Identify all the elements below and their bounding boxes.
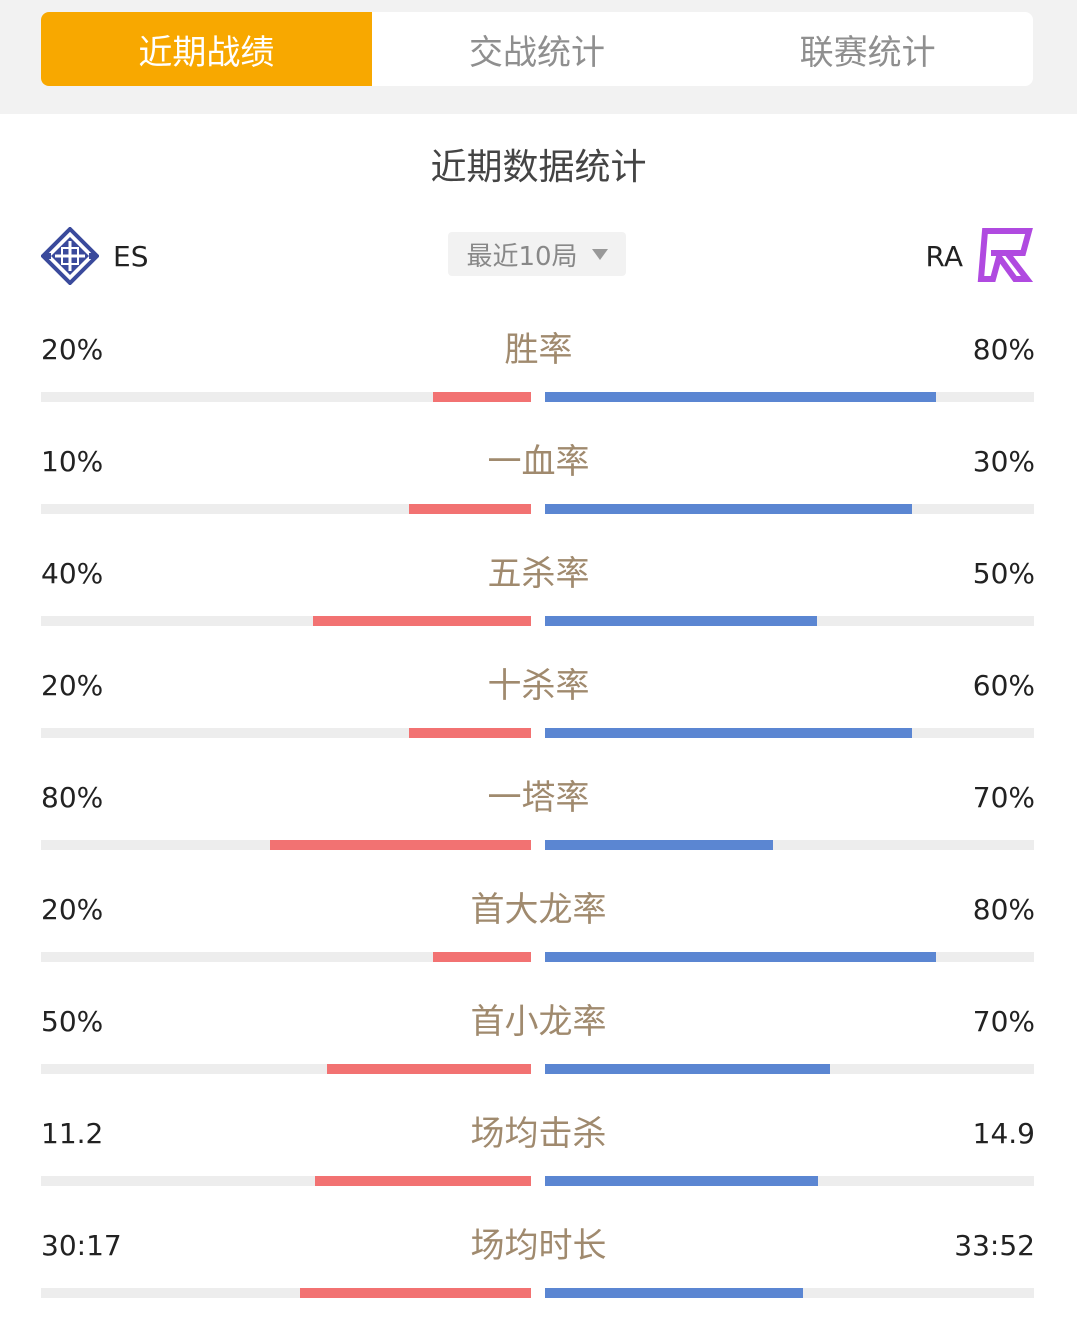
chevron-down-icon bbox=[591, 248, 608, 260]
stat-left-bar bbox=[299, 1288, 531, 1298]
stat-left-track bbox=[41, 1064, 531, 1074]
stat-label: 场均击杀 bbox=[470, 1114, 607, 1154]
stat-left-value: 11.2 bbox=[41, 1117, 104, 1150]
stat-label: 首大龙率 bbox=[470, 890, 607, 930]
stat-right-value: 70% bbox=[972, 781, 1035, 814]
stat-left-track bbox=[41, 1288, 531, 1298]
stat-left-value: 20% bbox=[41, 669, 104, 702]
stat-right-bar bbox=[545, 840, 774, 850]
stat-right-value: 50% bbox=[972, 557, 1035, 590]
stat-left-bar bbox=[433, 392, 531, 402]
stat-right-value: 80% bbox=[972, 893, 1035, 926]
stat-left-bar bbox=[269, 840, 531, 850]
stat-left-bar bbox=[326, 1064, 531, 1074]
game-range-label: 最近10局 bbox=[466, 241, 578, 272]
stat-left-value: 50% bbox=[41, 1005, 104, 1038]
stat-right-bar bbox=[545, 392, 937, 402]
stat-left-bar bbox=[313, 616, 531, 626]
stat-right-track bbox=[545, 1176, 1034, 1186]
stat-row: 50% 首小龙率 70% bbox=[0, 990, 1077, 1102]
stat-left-bar bbox=[408, 728, 531, 738]
tab-head-to-head[interactable]: 交战统计 bbox=[469, 32, 605, 73]
stat-left-track bbox=[41, 504, 531, 514]
stat-left-value: 30:17 bbox=[41, 1229, 122, 1262]
stat-right-bar bbox=[545, 952, 937, 962]
stat-left-value: 20% bbox=[41, 893, 104, 926]
stat-label: 十杀率 bbox=[487, 666, 590, 706]
tab-bar: 近期战绩 交战统计 联赛统计 bbox=[41, 12, 1033, 86]
stat-left-value: 20% bbox=[41, 333, 104, 366]
ra-logo-icon bbox=[977, 228, 1034, 282]
stat-right-track bbox=[545, 392, 1034, 402]
stat-right-bar bbox=[545, 616, 817, 626]
stat-label: 胜率 bbox=[504, 330, 573, 370]
team-right: RA bbox=[926, 226, 1035, 286]
stat-left-track bbox=[41, 728, 531, 738]
stats-list: 20% 胜率 80% 10% 一血率 30% 40% 五杀率 50% 20% 十杀率 60% 80% 一塔… bbox=[0, 318, 1077, 1326]
stat-row: 20% 首大龙率 80% bbox=[0, 878, 1077, 990]
stat-left-bar bbox=[314, 1176, 531, 1186]
team-right-name: RA bbox=[925, 239, 963, 273]
stat-right-value: 70% bbox=[972, 1005, 1035, 1038]
stat-left-track bbox=[41, 392, 531, 402]
stat-label: 五杀率 bbox=[487, 554, 590, 594]
stat-right-bar bbox=[545, 728, 912, 738]
stat-left-value: 80% bbox=[41, 781, 104, 814]
stat-left-track bbox=[41, 952, 531, 962]
stat-right-bar bbox=[545, 1176, 819, 1186]
team-left: ES bbox=[41, 226, 148, 286]
stat-right-track bbox=[545, 728, 1034, 738]
stat-label: 首小龙率 bbox=[470, 1002, 607, 1042]
stat-right-value: 33:52 bbox=[954, 1229, 1035, 1262]
stat-row: 40% 五杀率 50% bbox=[0, 542, 1077, 654]
stat-left-track bbox=[41, 616, 531, 626]
stat-row: 30:17 场均时长 33:52 bbox=[0, 1214, 1077, 1326]
stat-right-track bbox=[545, 504, 1034, 514]
stat-left-track bbox=[41, 840, 531, 850]
stat-right-value: 60% bbox=[972, 669, 1035, 702]
stat-left-track bbox=[41, 1176, 531, 1186]
stat-right-track bbox=[545, 616, 1034, 626]
stat-right-track bbox=[545, 1288, 1034, 1298]
stat-label: 场均时长 bbox=[470, 1226, 607, 1266]
stat-row: 20% 胜率 80% bbox=[0, 318, 1077, 430]
stat-label: 一血率 bbox=[487, 442, 590, 482]
stat-left-value: 40% bbox=[41, 557, 104, 590]
stat-right-value: 14.9 bbox=[972, 1117, 1035, 1150]
stat-row: 10% 一血率 30% bbox=[0, 430, 1077, 542]
stat-right-track bbox=[545, 840, 1034, 850]
es-logo-icon bbox=[41, 227, 99, 285]
team-left-name: ES bbox=[113, 239, 149, 273]
stat-row: 80% 一塔率 70% bbox=[0, 766, 1077, 878]
stat-right-bar bbox=[545, 504, 912, 514]
tab-league-stats[interactable]: 联赛统计 bbox=[799, 32, 936, 73]
stat-label: 一塔率 bbox=[487, 778, 590, 818]
stat-left-bar bbox=[433, 952, 531, 962]
tab-recent-record[interactable]: 近期战绩 bbox=[41, 12, 372, 86]
stat-right-bar bbox=[545, 1288, 804, 1298]
section-title: 近期数据统计 bbox=[430, 147, 647, 188]
stat-right-value: 80% bbox=[972, 333, 1035, 366]
stat-right-value: 30% bbox=[972, 445, 1035, 478]
stat-left-value: 10% bbox=[41, 445, 104, 478]
stat-left-bar bbox=[408, 504, 531, 514]
stat-right-track bbox=[545, 1064, 1034, 1074]
game-range-dropdown[interactable]: 最近10局 bbox=[448, 232, 626, 276]
stat-row: 20% 十杀率 60% bbox=[0, 654, 1077, 766]
stat-right-track bbox=[545, 952, 1034, 962]
stat-row: 11.2 场均击杀 14.9 bbox=[0, 1102, 1077, 1214]
stat-right-bar bbox=[545, 1064, 831, 1074]
